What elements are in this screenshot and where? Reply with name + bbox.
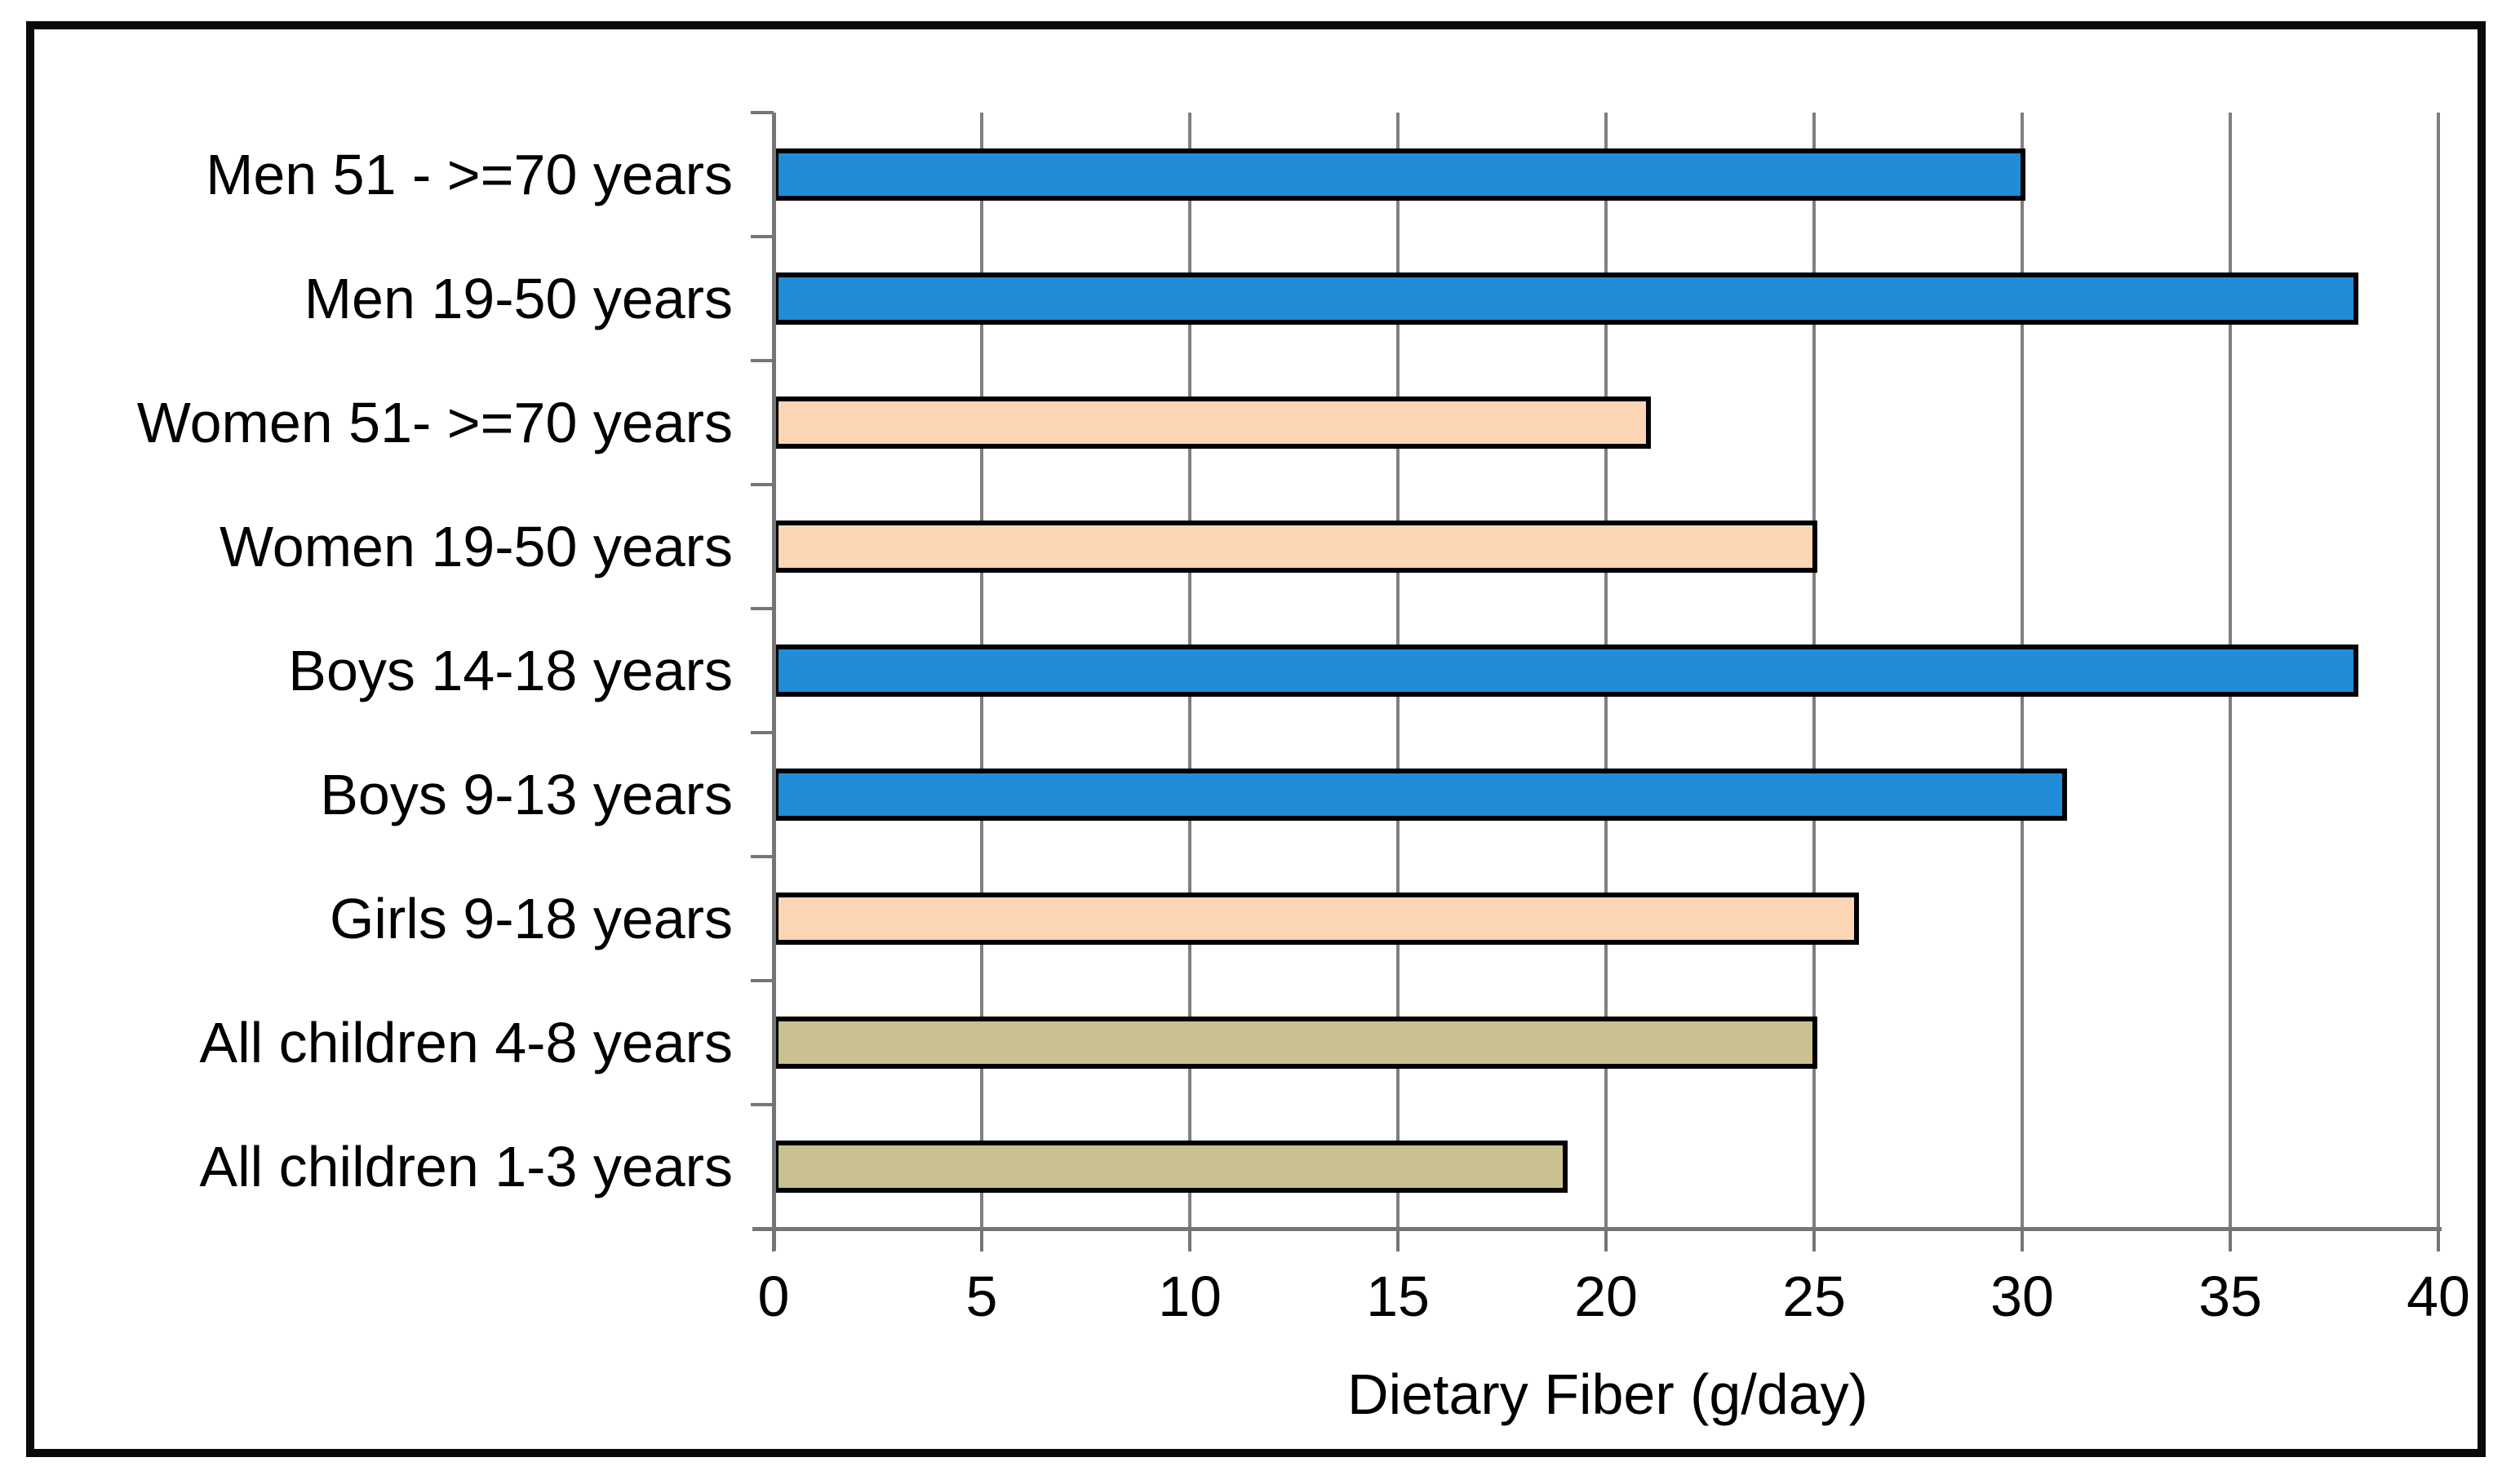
y-axis-tick [751,359,774,362]
category-label-9: All children 1-3 years [199,1135,733,1198]
x-axis-tick-0 [772,1229,775,1251]
category-label-7: Girls 9-18 years [329,887,733,950]
x-axis-tick-5 [980,1229,983,1251]
x-axis-tick-15 [1396,1229,1400,1251]
y-axis-tick [751,1103,774,1106]
bar-2 [774,272,2358,325]
x-axis-tick-25 [1812,1229,1816,1251]
x-tick-label-25: 25 [1782,1265,1846,1328]
x-tick-label-0: 0 [757,1265,790,1328]
y-axis-tick [751,111,774,114]
x-axis-tick-20 [1604,1229,1608,1251]
gridline-40 [2437,113,2440,1229]
x-axis-tick-30 [2021,1229,2024,1251]
x-axis-tick-10 [1188,1229,1191,1251]
x-tick-label-5: 5 [965,1265,998,1328]
category-label-5: Boys 14-18 years [288,639,733,702]
chart-frame: Men 51 - >=70 years Men 19-50 years Women … [26,21,2486,1457]
category-label-3: Women 51- >=70 years [136,391,733,454]
plot-area: Men 51 - >=70 years Men 19-50 years Women … [34,29,2502,1484]
y-axis-tick [751,607,774,610]
y-axis-tick [751,731,774,734]
bar-6 [774,769,2067,821]
bar-9 [774,1141,1568,1193]
category-label-6: Boys 9-13 years [320,763,733,826]
y-axis-line [772,113,776,1251]
x-axis-tick-35 [2229,1229,2232,1251]
bar-5 [774,645,2358,697]
x-tick-label-10: 10 [1158,1265,1222,1328]
category-label-4: Women 19-50 years [219,515,733,578]
x-tick-label-20: 20 [1574,1265,1638,1328]
y-axis-tick [751,483,774,486]
x-tick-label-40: 40 [2407,1265,2470,1328]
x-tick-label-30: 30 [1990,1265,2054,1328]
bar-4 [774,521,1817,573]
bar-3 [774,396,1651,449]
category-label-2: Men 19-50 years [304,267,733,330]
x-axis-tick-40 [2437,1229,2440,1251]
bar-8 [774,1017,1817,1069]
category-label-8: All children 4-8 years [199,1011,733,1074]
y-axis-tick [751,979,774,982]
x-tick-label-35: 35 [2198,1265,2262,1328]
x-axis-title: Dietary Fiber (g/day) [1347,1362,1868,1426]
bar-7 [774,893,1859,945]
category-label-1: Men 51 - >=70 years [206,143,733,206]
x-axis-line [752,1227,2442,1231]
y-axis-tick [751,235,774,238]
x-tick-label-15: 15 [1366,1265,1430,1328]
y-axis-tick [751,855,774,858]
bar-1 [774,148,2025,201]
